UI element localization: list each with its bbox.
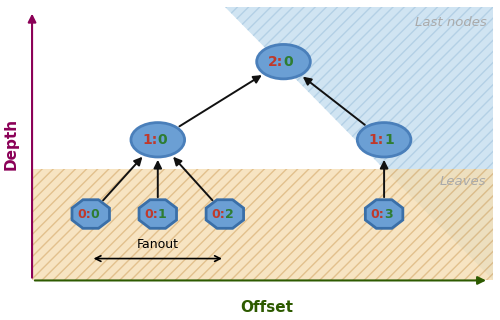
Ellipse shape <box>131 123 184 157</box>
Polygon shape <box>366 200 403 228</box>
Text: Offset: Offset <box>240 300 293 315</box>
Text: 0:: 0: <box>77 208 90 220</box>
Polygon shape <box>72 200 110 228</box>
Text: 2:: 2: <box>268 55 283 69</box>
Polygon shape <box>32 170 493 280</box>
Text: Last nodes: Last nodes <box>414 16 486 29</box>
Text: 2: 2 <box>225 208 234 220</box>
Text: 0: 0 <box>284 55 293 69</box>
Text: 0: 0 <box>90 208 100 220</box>
Text: 1:: 1: <box>142 133 158 147</box>
Text: Fanout: Fanout <box>137 238 179 251</box>
Ellipse shape <box>358 123 411 157</box>
Text: 1:: 1: <box>369 133 384 147</box>
Text: 3: 3 <box>384 208 392 220</box>
Text: 0:: 0: <box>211 208 225 220</box>
Text: Depth: Depth <box>4 118 18 170</box>
Text: Leaves: Leaves <box>440 175 486 188</box>
Polygon shape <box>206 200 244 228</box>
Text: 0: 0 <box>158 133 168 147</box>
Text: 0:: 0: <box>144 208 158 220</box>
Polygon shape <box>139 200 176 228</box>
Text: 0:: 0: <box>370 208 384 220</box>
Polygon shape <box>225 7 493 280</box>
Ellipse shape <box>256 44 310 79</box>
Text: 1: 1 <box>158 208 166 220</box>
Text: 1: 1 <box>384 133 394 147</box>
